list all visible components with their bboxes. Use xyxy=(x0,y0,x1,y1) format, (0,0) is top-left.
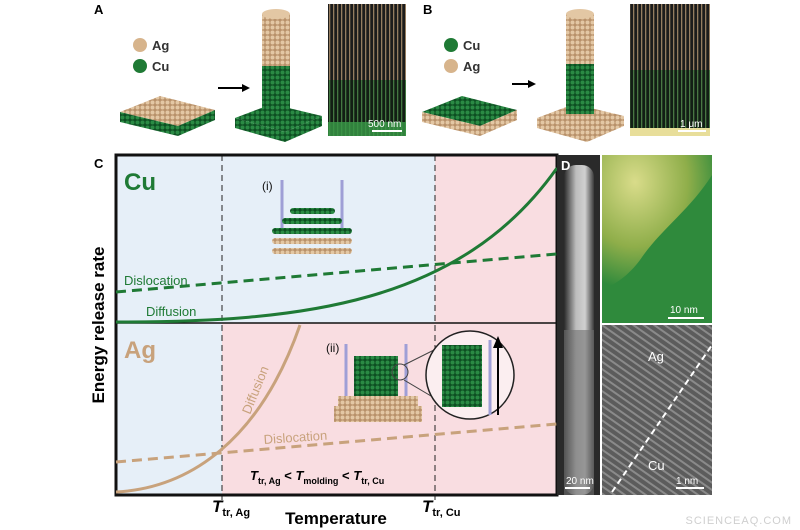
inset-ii xyxy=(334,330,515,422)
scale-text: 500 nm xyxy=(368,119,401,130)
x-mark: Ttr, Cu xyxy=(422,497,461,519)
legend-text: Ag xyxy=(463,59,480,74)
legend-text: Ag xyxy=(152,38,169,53)
legend-dot xyxy=(133,38,147,52)
cu-diffusion-curve xyxy=(115,167,559,324)
region-label: Ag xyxy=(648,349,664,364)
inset-i xyxy=(272,180,352,254)
inset-label: (ii) xyxy=(326,341,339,355)
condition: Ttr, Ag < Tmolding < Ttr, Cu xyxy=(250,468,384,486)
scale-text: 1 μm xyxy=(680,119,702,130)
metal-label: Cu xyxy=(124,169,156,196)
panel-label: B xyxy=(423,2,432,17)
pillar xyxy=(235,9,322,142)
ag-dislocation-curve xyxy=(115,422,558,464)
substrate xyxy=(422,96,517,136)
legend-text: Cu xyxy=(463,38,480,53)
scale-text: 1 nm xyxy=(676,476,698,487)
panel-label: A xyxy=(94,2,104,17)
scale-text: 10 nm xyxy=(670,305,698,316)
arrow-head xyxy=(528,80,536,88)
nanowire-cu xyxy=(564,330,594,495)
inset-label: (i) xyxy=(262,179,273,193)
legend-dot xyxy=(133,59,147,73)
region-pink xyxy=(435,155,557,323)
arrow-head xyxy=(242,84,250,92)
region-blue xyxy=(116,323,222,495)
panel-label: C xyxy=(94,156,104,171)
ag-diffusion-curve xyxy=(115,324,302,494)
legend-dot xyxy=(444,59,458,73)
region-label: Cu xyxy=(648,458,665,473)
curve-label: Dislocation xyxy=(263,428,327,447)
metal-label: Ag xyxy=(124,337,156,364)
panel-label: D xyxy=(561,158,570,173)
micrograph-base xyxy=(630,128,710,136)
eds-ag xyxy=(602,155,712,290)
cu-dislocation-curve xyxy=(115,252,558,294)
y-axis-label: Energy release rate xyxy=(89,247,108,404)
watermark: SCIENCEAQ.COM xyxy=(685,515,792,527)
legend-dot xyxy=(444,38,458,52)
curve-label: Diffusion xyxy=(146,304,196,319)
curve-label: Dislocation xyxy=(124,273,188,288)
x-mark: Ttr, Ag xyxy=(212,497,250,519)
scale-text: 20 nm xyxy=(566,476,594,487)
x-axis-label: Temperature xyxy=(285,509,387,528)
legend-text: Cu xyxy=(152,59,169,74)
hrtem xyxy=(602,325,712,495)
micrograph-green xyxy=(630,70,710,130)
pillar xyxy=(537,9,624,142)
micrograph-base xyxy=(328,122,406,136)
substrate xyxy=(120,96,215,136)
